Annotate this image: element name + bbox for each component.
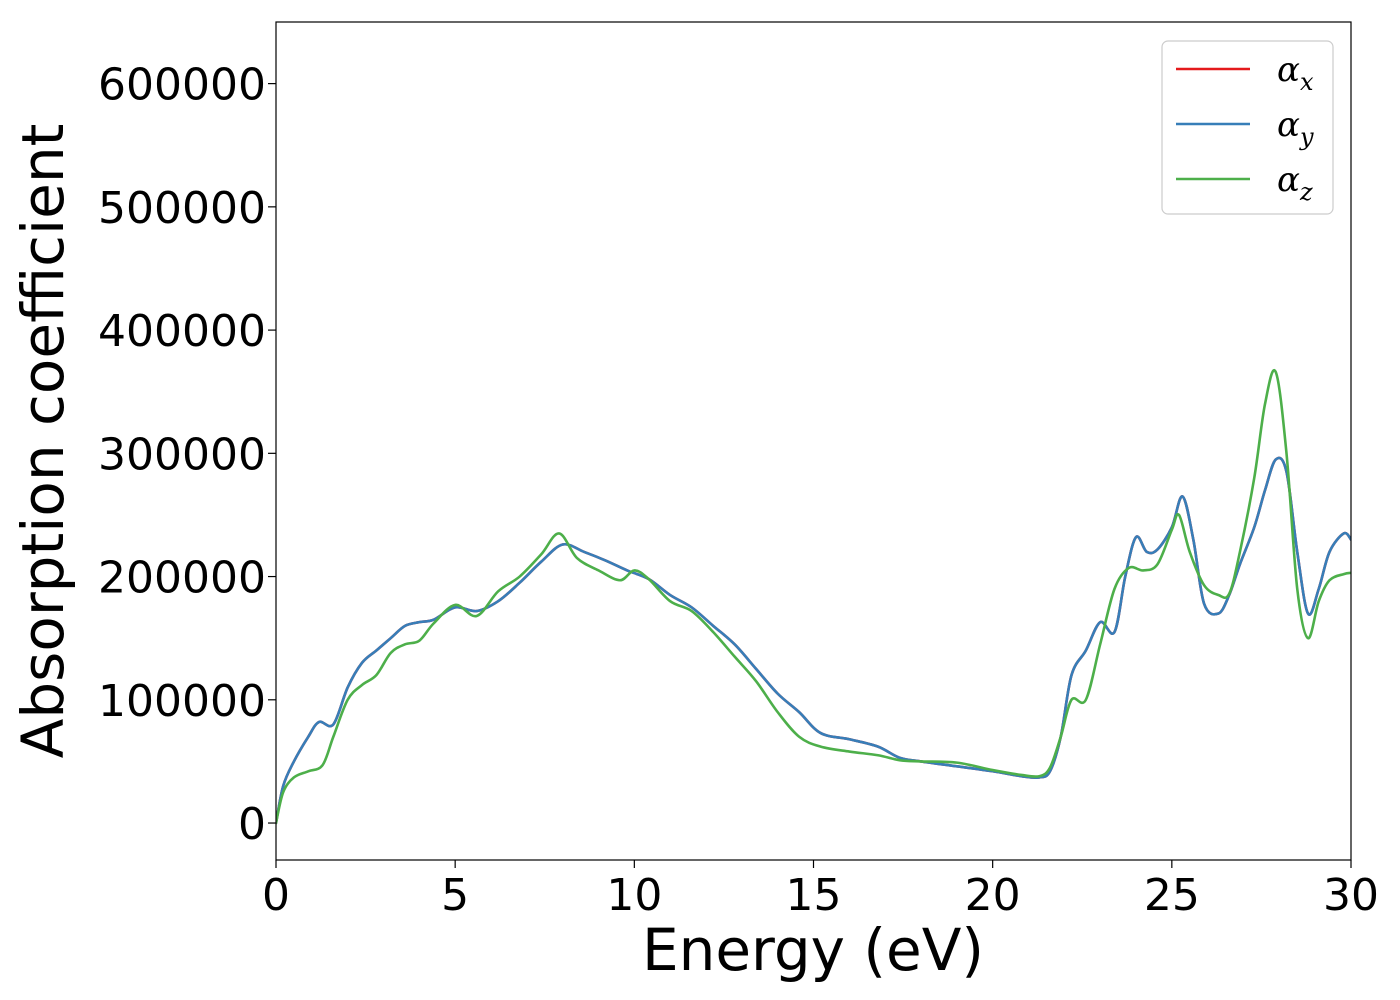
x-tick-label: 10 [606, 870, 662, 921]
series-line-x [276, 456, 1351, 825]
series-line-y [276, 456, 1351, 825]
legend-label-base: α [1277, 105, 1300, 145]
series-line-z [276, 368, 1351, 825]
y-tick-label: 100000 [98, 676, 266, 727]
y-tick-label: 500000 [98, 183, 266, 234]
x-axis-ticks: 0 5 10 15 20 25 30 [262, 860, 1379, 921]
x-tick-label: 30 [1323, 870, 1379, 921]
x-tick-label: 20 [965, 870, 1021, 921]
legend-label-y: αy [1277, 105, 1314, 151]
legend-label-base: α [1277, 160, 1300, 200]
legend-label-subscript: z [1299, 178, 1313, 206]
legend-label-z: αz [1277, 160, 1313, 206]
y-tick-label: 300000 [98, 429, 266, 480]
legend-frame [1161, 40, 1334, 215]
y-tick-label: 400000 [98, 306, 266, 357]
y-tick-label: 600000 [98, 60, 266, 111]
x-tick-label: 0 [262, 870, 290, 921]
series-layer [276, 368, 1351, 825]
y-tick-label: 0 [238, 799, 266, 850]
y-axis-ticks: 0 100000 200000 300000 400000 500000 600000 [98, 60, 276, 850]
x-tick-label: 15 [786, 870, 842, 921]
legend-label-subscript: x [1300, 68, 1314, 96]
x-tick-label: 25 [1144, 870, 1200, 921]
legend-label-subscript: y [1299, 123, 1314, 151]
y-axis-label: Absorption coefficient [9, 124, 77, 759]
x-tick-label: 5 [441, 870, 469, 921]
x-axis-label: Energy (eV) [642, 916, 984, 984]
y-tick-label: 200000 [98, 553, 266, 604]
legend-label-base: α [1277, 50, 1300, 90]
legend-label-x: αx [1277, 50, 1314, 96]
